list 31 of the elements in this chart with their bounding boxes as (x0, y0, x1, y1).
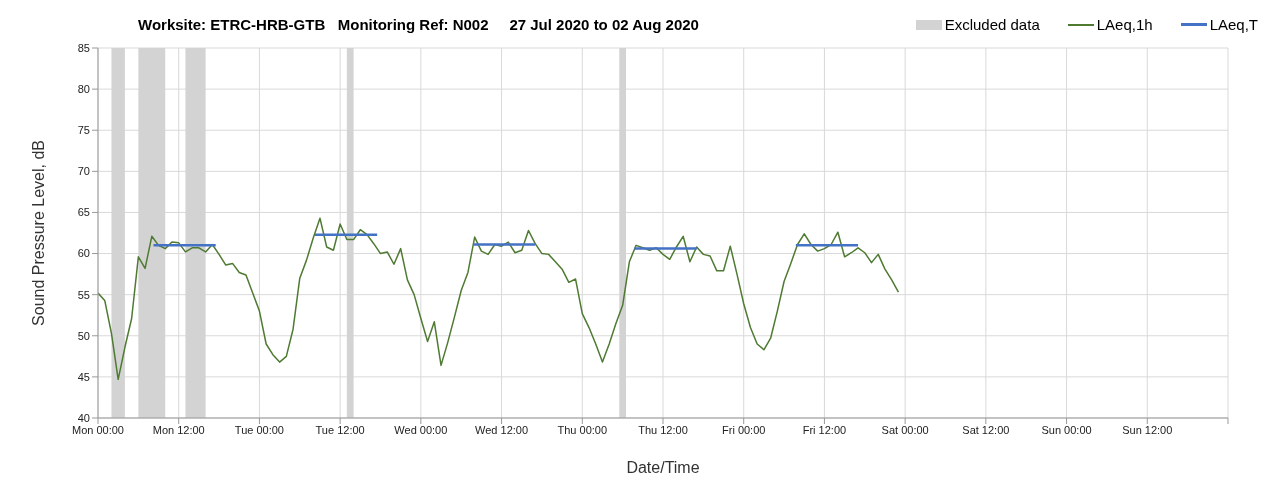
x-tick-label: Wed 12:00 (475, 423, 529, 436)
x-tick-label: Sat 00:00 (881, 423, 929, 436)
x-tick-label: Tue 00:00 (234, 423, 284, 436)
x-tick-label: Mon 12:00 (152, 423, 205, 436)
y-tick-label: 50 (77, 329, 90, 342)
x-tick-label: Thu 12:00 (638, 423, 688, 436)
y-tick-label: 55 (77, 288, 90, 301)
x-tick-label: Sun 12:00 (1122, 423, 1173, 436)
y-tick-label: 65 (77, 206, 90, 219)
y-tick-label: 60 (77, 247, 90, 260)
x-tick-label: Fri 12:00 (802, 423, 847, 436)
legend-label: Excluded data (944, 16, 1040, 33)
x-tick-label: Tue 12:00 (315, 423, 365, 436)
chart-title: Worksite: ETRC-HRB-GTB Monitoring Ref: N002 27 Jul 2020 to 02 Aug 2020 (138, 16, 699, 33)
y-axis-title: Sound Pressure Level, dB (29, 140, 47, 326)
x-axis-title: Date/Time (626, 459, 700, 476)
y-tick-label: 80 (77, 83, 90, 96)
y-tick-label: 40 (77, 411, 90, 424)
x-tick-label: Thu 00:00 (557, 423, 608, 436)
x-tick-label: Mon 00:00 (72, 423, 124, 436)
x-tick-label: Sun 00:00 (1041, 423, 1092, 436)
y-tick-label: 70 (77, 165, 90, 178)
x-tick-label: Sat 12:00 (962, 423, 1010, 436)
y-tick-label: 45 (77, 370, 90, 383)
x-tick-label: Wed 00:00 (394, 423, 448, 436)
y-tick-label: 75 (77, 124, 90, 137)
legend-label: LAeq,T (1209, 16, 1258, 33)
x-tick-label: Fri 00:00 (722, 423, 766, 436)
y-tick-label: 85 (77, 41, 90, 54)
line-series (98, 217, 900, 381)
legend-label: LAeq,1h (1096, 16, 1153, 33)
